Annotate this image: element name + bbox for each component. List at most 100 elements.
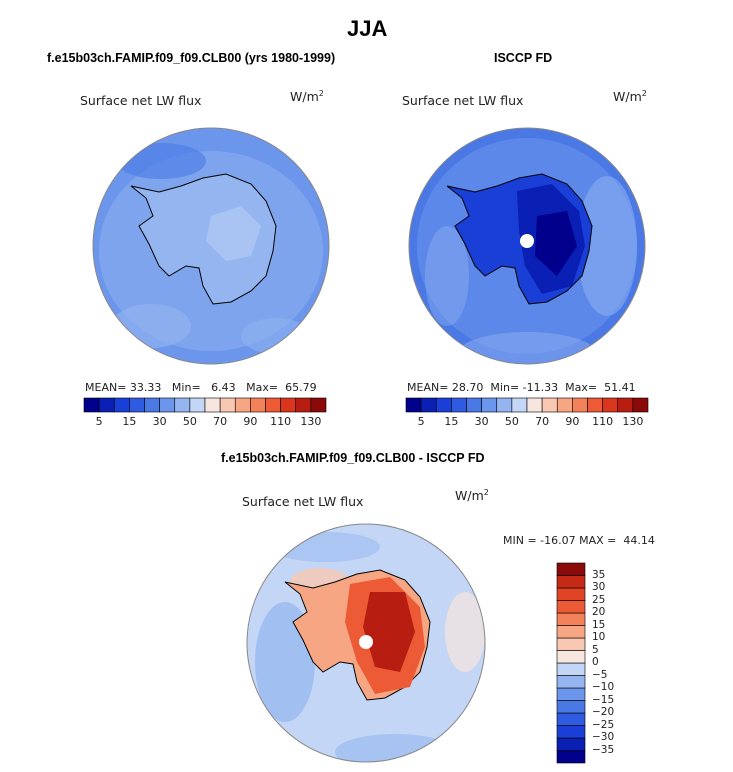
- diff-ocean-patch: [270, 532, 380, 562]
- diff-case-title: f.e15b03ch.FAMIP.f09_f09.CLB00 - ISCCP F…: [221, 451, 485, 465]
- obs-variable-label: Surface net LW flux: [402, 93, 524, 108]
- colorbar-swatch: [602, 397, 619, 413]
- colorbar-tick-label: 50: [504, 415, 519, 428]
- colorbar-tick-label: 90: [565, 415, 580, 428]
- colorbar-swatch: [572, 397, 588, 413]
- colorbar-tick-label: 20: [592, 606, 606, 618]
- colorbar-swatch: [295, 397, 312, 413]
- colorbar-swatch: [511, 397, 528, 413]
- colorbar-swatch: [496, 397, 513, 413]
- colorbar-swatch: [280, 397, 297, 413]
- colorbar-swatch: [98, 397, 115, 413]
- colorbar-tick-label: 30: [474, 415, 489, 428]
- colorbar-swatch: [541, 397, 558, 413]
- colorbar-swatch: [420, 397, 437, 413]
- obs-ocean-patch: [577, 176, 637, 316]
- obs-ocean-patch: [457, 332, 597, 364]
- diff-colorbar-labels: 35 30 25 20 15 10 5 0 −5 −10 −15 −20 −25 −30 −35: [590, 563, 630, 763]
- colorbar-swatch: [617, 397, 634, 413]
- colorbar-tick-label: 0: [592, 656, 599, 668]
- model-stats: MEAN= 33.33 Min= 6.43 Max= 65.79: [85, 381, 317, 394]
- model-colorbar: [83, 397, 327, 413]
- colorbar-tick-label: 30: [592, 581, 606, 593]
- diff-pole-marker: [359, 635, 373, 649]
- colorbar-tick-label: 130: [300, 415, 322, 428]
- colorbar-tick-label: −20: [592, 706, 615, 718]
- obs-case-title: ISCCP FD: [494, 51, 553, 65]
- obs-land-core: [535, 211, 577, 276]
- obs-colorbar: [405, 397, 649, 413]
- colorbar-swatch: [556, 725, 586, 739]
- colorbar-swatch: [556, 562, 586, 576]
- colorbar-tick-label: 15: [444, 415, 459, 428]
- colorbar-tick-label: 70: [213, 415, 228, 428]
- colorbar-swatch: [159, 397, 176, 413]
- page-title: JJA: [347, 16, 388, 41]
- obs-stats: MEAN= 28.70 Min= -11.33 Max= 51.41: [407, 381, 636, 394]
- colorbar-swatch: [556, 687, 586, 701]
- colorbar-swatch: [556, 737, 586, 751]
- colorbar-swatch: [250, 397, 266, 413]
- colorbar-swatch: [265, 397, 281, 413]
- model-colorbar-labels: 5 15 30 50 70 90 110 130: [84, 415, 326, 429]
- colorbar-swatch: [587, 397, 603, 413]
- model-case-title: f.e15b03ch.FAMIP.f09_f09.CLB00 (yrs 1980…: [47, 51, 336, 65]
- colorbar-swatch: [556, 575, 586, 589]
- colorbar-swatch: [113, 397, 130, 413]
- model-land-patch: [206, 206, 261, 261]
- colorbar-swatch: [466, 397, 482, 413]
- model-map-border: [92, 127, 330, 365]
- model-ocean-patch: [111, 304, 191, 348]
- colorbar-tick-label: 110: [592, 415, 614, 428]
- colorbar-swatch: [632, 397, 649, 413]
- colorbar-tick-label: 70: [535, 415, 550, 428]
- colorbar-swatch: [556, 587, 586, 601]
- colorbar-swatch: [556, 625, 586, 639]
- colorbar-swatch: [310, 397, 327, 413]
- colorbar-swatch: [556, 750, 586, 764]
- colorbar-swatch: [144, 397, 160, 413]
- colorbar-swatch: [204, 397, 221, 413]
- colorbar-tick-label: 35: [592, 568, 606, 581]
- colorbar-tick-label: 130: [622, 415, 644, 428]
- colorbar-swatch: [435, 397, 452, 413]
- model-variable-label: Surface net LW flux: [80, 93, 202, 108]
- colorbar-tick-label: 110: [270, 415, 292, 428]
- model-polar-map: [92, 127, 330, 365]
- colorbar-swatch: [556, 675, 586, 689]
- diff-map-border: [246, 523, 486, 763]
- colorbar-tick-label: −25: [592, 718, 615, 731]
- colorbar-swatch: [129, 397, 145, 413]
- colorbar-tick-label: −35: [592, 743, 615, 756]
- colorbar-swatch: [405, 397, 422, 413]
- colorbar-swatch: [556, 397, 573, 413]
- colorbar-swatch: [219, 397, 236, 413]
- diff-units: W/m2: [455, 488, 489, 504]
- colorbar-swatch: [174, 397, 191, 413]
- colorbar-tick-label: 30: [152, 415, 167, 428]
- colorbar-tick-label: −15: [592, 693, 615, 706]
- colorbar-swatch: [481, 397, 498, 413]
- colorbar-tick-label: 15: [592, 618, 606, 631]
- diff-colorbar: [556, 562, 586, 764]
- diff-land-core: [363, 592, 415, 672]
- colorbar-tick-label: 5: [592, 643, 599, 656]
- colorbar-tick-label: 90: [243, 415, 258, 428]
- colorbar-swatch: [451, 397, 467, 413]
- diff-ocean-patch: [445, 592, 485, 672]
- colorbar-swatch: [556, 662, 586, 676]
- obs-pole-marker: [520, 234, 534, 248]
- colorbar-swatch: [234, 397, 251, 413]
- diff-ocean-patch: [335, 734, 455, 762]
- obs-polar-map: [408, 127, 646, 365]
- colorbar-swatch: [83, 397, 100, 413]
- colorbar-swatch: [556, 600, 586, 614]
- colorbar-swatch: [556, 612, 586, 626]
- colorbar-swatch: [556, 637, 586, 651]
- colorbar-swatch: [556, 650, 586, 664]
- colorbar-tick-label: 25: [592, 593, 606, 606]
- obs-ocean-patch: [425, 226, 469, 326]
- model-units: W/m2: [290, 89, 324, 105]
- diff-variable-label: Surface net LW flux: [242, 494, 364, 509]
- colorbar-tick-label: 5: [417, 415, 425, 428]
